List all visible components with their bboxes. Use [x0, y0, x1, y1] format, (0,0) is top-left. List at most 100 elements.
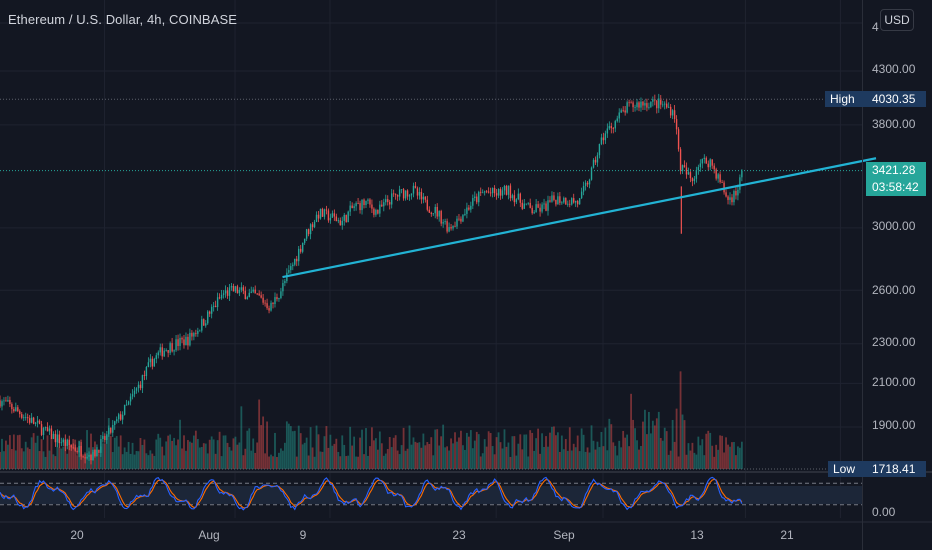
volume-bar — [293, 430, 296, 469]
candle-body — [133, 390, 136, 395]
volume-bar — [242, 455, 245, 469]
candle-body — [610, 126, 613, 129]
volume-bar — [111, 452, 114, 469]
volume-bar — [440, 436, 443, 469]
candle-body — [588, 179, 591, 185]
candle-body — [434, 206, 436, 214]
candle-body — [104, 435, 106, 441]
volume-bar — [24, 441, 27, 469]
candle-body — [145, 367, 148, 377]
candle-body — [547, 200, 549, 211]
volume-bar — [311, 447, 314, 469]
candle-body — [141, 375, 144, 389]
volume-bar — [558, 451, 561, 469]
price-tick-partial: 4 — [872, 20, 879, 34]
candle-body — [319, 208, 322, 219]
date-tick-20: 20 — [70, 528, 84, 542]
candle-body — [197, 330, 199, 334]
volume-bar — [408, 425, 411, 469]
volume-bar — [495, 437, 498, 469]
volume-bar — [549, 432, 551, 469]
candle-body — [513, 195, 516, 203]
candle-body — [353, 206, 355, 209]
volume-bar — [483, 439, 486, 469]
volume-bar — [465, 432, 468, 469]
candle-body — [147, 362, 150, 368]
date-tick-21: 21 — [780, 528, 794, 542]
candle-body — [216, 297, 219, 308]
volume-bar — [12, 434, 15, 469]
candle-body — [580, 191, 583, 199]
candle-body — [464, 213, 466, 216]
candle-body — [632, 102, 634, 108]
candle-body — [703, 157, 705, 159]
volume-bar — [297, 425, 300, 469]
volume-bar — [167, 435, 170, 469]
candle-body — [701, 158, 704, 164]
volume-bar — [26, 447, 29, 469]
volume-bar — [503, 429, 506, 469]
candle-body — [406, 190, 409, 197]
volume-bar — [268, 456, 270, 469]
volume-bar — [519, 434, 522, 469]
oscillator-tick-zero: 0.00 — [872, 505, 896, 519]
candle-body — [667, 106, 670, 108]
currency-button[interactable]: USD — [880, 9, 914, 31]
volume-bar — [250, 450, 253, 469]
volume-bar — [355, 456, 357, 469]
candle-body — [139, 384, 142, 389]
candle-body — [240, 287, 243, 290]
volume-bar — [68, 445, 71, 469]
candle-body — [739, 177, 741, 190]
volume-bar — [216, 440, 219, 469]
candle-body — [331, 213, 334, 218]
volume-bar — [60, 448, 63, 469]
candle-body — [167, 350, 169, 353]
candle-body — [420, 191, 423, 200]
candle-body — [254, 289, 256, 294]
volume-bar — [473, 440, 476, 469]
candle-body — [606, 128, 609, 134]
candle-body — [201, 319, 203, 331]
volume-bar — [590, 425, 593, 469]
volume-bar — [634, 428, 636, 469]
volume-bar — [246, 430, 249, 469]
candle-body — [88, 454, 90, 457]
volume-bar — [127, 441, 130, 469]
low-value: 1718.41 — [866, 461, 926, 477]
candle-body — [274, 297, 276, 305]
volume-bar — [321, 451, 324, 469]
volume-bar — [48, 450, 51, 469]
candle-body — [398, 189, 401, 197]
price-tick-2600: 2600.00 — [872, 283, 916, 297]
volume-bar — [740, 441, 743, 469]
volume-bar — [738, 447, 741, 469]
candle-body — [276, 297, 278, 300]
candle-body — [345, 214, 347, 223]
candle-body — [96, 449, 98, 457]
volume-bar — [72, 438, 75, 469]
volume-bar — [230, 450, 233, 469]
volume-bar — [729, 446, 731, 469]
volume-bars — [0, 371, 743, 469]
volume-bar — [10, 449, 13, 469]
candle-body — [173, 350, 175, 352]
volume-bar — [266, 421, 268, 469]
volume-bar — [64, 441, 67, 469]
candle-body — [545, 203, 547, 211]
volume-bar — [556, 432, 559, 469]
volume-bar — [584, 451, 587, 469]
candle-body — [26, 417, 29, 419]
volume-bar — [497, 432, 500, 469]
candle-body — [131, 394, 134, 397]
candle-body — [294, 258, 296, 265]
candle-body — [292, 264, 294, 267]
volume-bar — [125, 451, 128, 469]
candle-body — [363, 199, 365, 206]
candle-body — [424, 196, 427, 200]
candle-body — [448, 227, 450, 232]
candle-body — [713, 165, 715, 170]
volume-bar — [295, 456, 298, 469]
volume-bar — [715, 444, 718, 469]
candle-body — [600, 137, 603, 144]
